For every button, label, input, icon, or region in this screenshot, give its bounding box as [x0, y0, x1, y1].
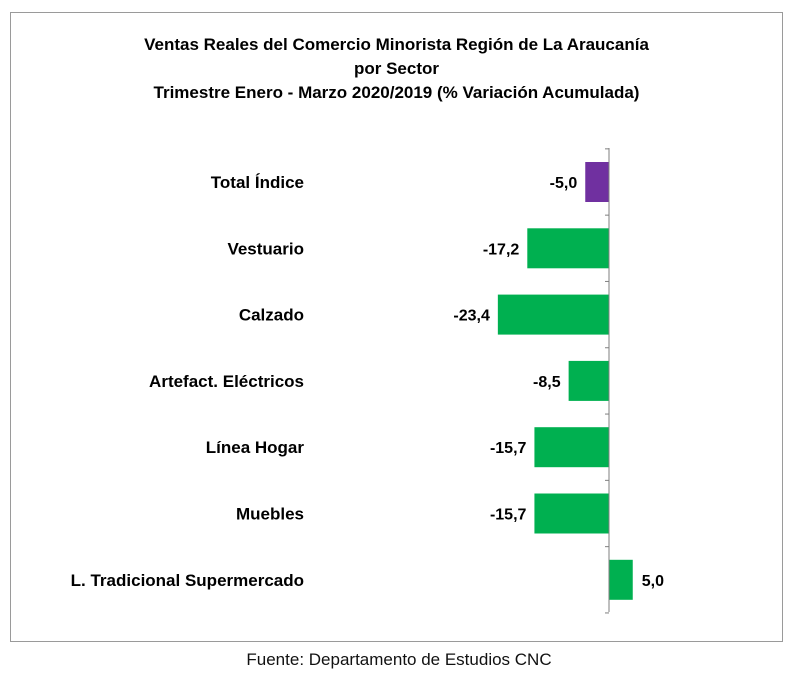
- category-label: Línea Hogar: [206, 438, 305, 457]
- category-label: Artefact. Eléctricos: [149, 372, 304, 391]
- bar: [497, 294, 609, 335]
- category-label: Calzado: [239, 306, 304, 325]
- bar: [527, 228, 609, 269]
- chart-title-line-1: Ventas Reales del Comercio Minorista Reg…: [144, 35, 649, 54]
- category-label: Vestuario: [227, 239, 304, 258]
- category-label: Muebles: [236, 505, 304, 524]
- data-label: 5,0: [642, 573, 664, 590]
- data-label: -8,5: [533, 374, 561, 391]
- category-label: L. Tradicional Supermercado: [71, 571, 304, 590]
- data-label: -15,7: [490, 507, 527, 524]
- bar: [534, 493, 609, 534]
- bar: [534, 427, 609, 468]
- source-note: Fuente: Departamento de Estudios CNC: [246, 650, 552, 669]
- bar: [568, 360, 609, 401]
- bar: [585, 162, 609, 202]
- chart-title-line-3: Trimestre Enero - Marzo 2020/2019 (% Var…: [153, 83, 640, 102]
- data-label: -15,7: [490, 440, 527, 457]
- data-label: -23,4: [453, 308, 490, 325]
- data-label: -17,2: [483, 241, 520, 258]
- chart-frame: [10, 12, 783, 642]
- bar: [609, 559, 633, 600]
- data-label: -5,0: [550, 175, 578, 192]
- category-label: Total Índice: [211, 173, 304, 192]
- chart-title-line-2: por Sector: [353, 59, 440, 78]
